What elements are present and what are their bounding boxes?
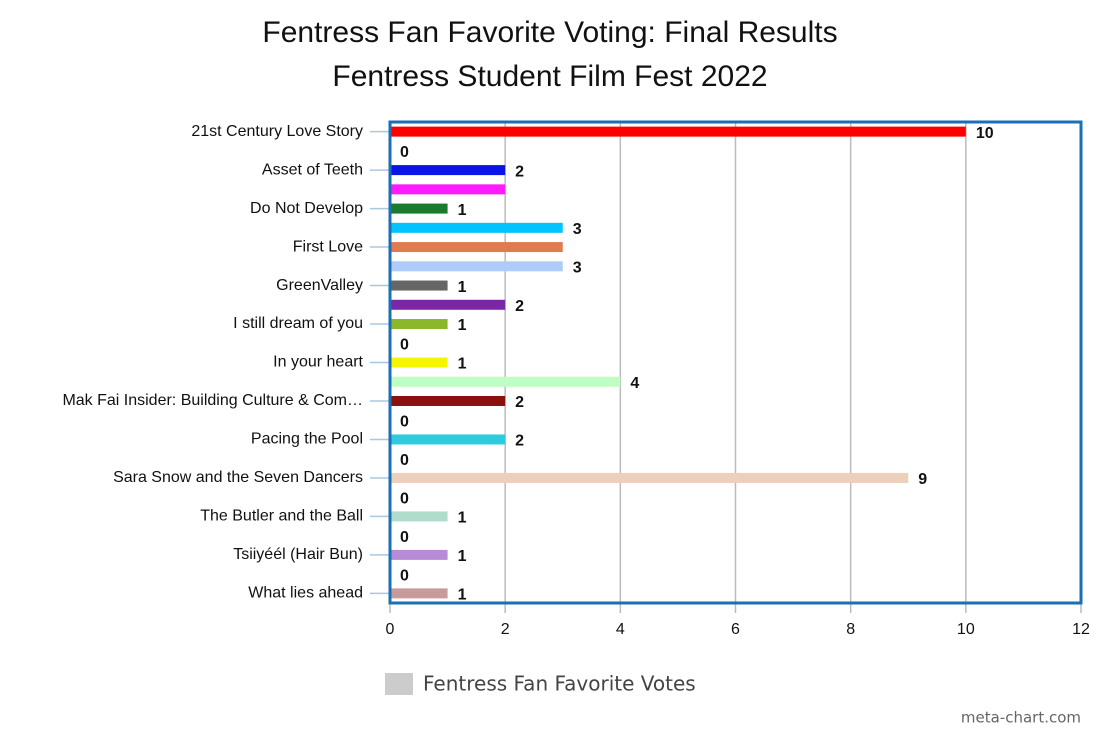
bar [390,184,506,195]
bar [390,549,448,560]
x-tick-label: 6 [731,621,740,638]
value-label: 1 [458,587,467,604]
legend-label: Fentress Fan Favorite Votes [423,672,696,696]
value-label: 0 [400,144,409,161]
x-tick-label: 0 [386,621,395,638]
y-tick-label: The Butler and the Ball [200,508,363,525]
chart-subtitle: Fentress Student Film Fest 2022 [332,60,767,93]
x-tick-label: 4 [616,621,625,638]
value-label: 0 [400,336,409,353]
bar [390,299,506,310]
value-label: 1 [458,202,467,219]
y-tick-label: Mak Fai Insider: Building Culture & Com… [62,392,363,409]
bar [390,395,506,406]
credit: meta-chart.com [961,709,1081,727]
bar [390,376,621,387]
plot-frame [388,120,1083,605]
y-tick-label: I still dream of you [233,315,363,332]
bar [390,472,909,483]
y-tick-label: Do Not Develop [250,200,363,217]
chart-title: Fentress Fan Favorite Voting: Final Resu… [262,16,837,49]
legend-swatch [385,673,413,695]
value-label: 1 [458,317,467,334]
value-label: 1 [458,510,467,527]
y-tick-label: Asset of Teeth [262,161,363,178]
x-tick-label: 2 [501,621,510,638]
y-tick-label: Tsiiyéél (Hair Bun) [233,546,363,563]
bar [390,511,448,522]
bar [390,319,448,330]
y-tick-label: Sara Snow and the Seven Dancers [113,469,363,486]
y-tick-label: Pacing the Pool [251,431,363,448]
bar [390,357,448,368]
value-label: 3 [573,221,582,238]
bar [390,203,448,214]
value-label: 3 [573,260,582,277]
x-tick-label: 10 [957,621,975,638]
bar [390,126,966,137]
value-label: 2 [515,298,524,315]
value-label: 0 [400,413,409,430]
value-label: 2 [515,394,524,411]
value-label: 0 [400,452,409,469]
y-tick-label: In your heart [273,354,363,371]
bar [390,165,506,176]
value-label: 2 [515,163,524,180]
bar [390,588,448,599]
bar [390,280,448,291]
value-label: 10 [976,125,994,142]
bar [390,242,563,253]
x-tick-label: 8 [846,621,855,638]
value-label: 2 [515,433,524,450]
value-label: 1 [458,356,467,373]
y-tick-label: GreenValley [276,277,363,294]
y-tick-label: 21st Century Love Story [191,123,363,140]
y-tick-label: What lies ahead [248,585,363,602]
value-label: 1 [458,279,467,296]
value-label: 0 [400,529,409,546]
value-label: 9 [918,471,927,488]
value-label: 0 [400,567,409,584]
x-tick-label: 12 [1072,621,1090,638]
y-tick-label: First Love [293,238,363,255]
bar [390,261,563,272]
bar [390,434,506,445]
value-label: 1 [458,548,467,565]
value-label: 0 [400,490,409,507]
value-label: 4 [630,375,639,392]
bar [390,222,563,233]
